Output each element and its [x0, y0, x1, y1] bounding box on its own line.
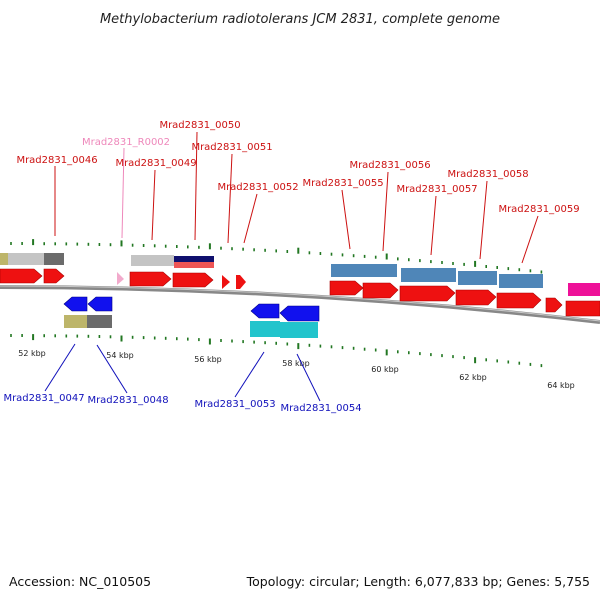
- genome-backbone: [0, 285, 600, 324]
- cog-bar-0048: [87, 315, 112, 328]
- gene-label-0052[interactable]: Mrad2831_0052: [217, 182, 298, 193]
- tick-marks-top: [10, 239, 543, 274]
- scale-label-62kbp: 62 kbp: [459, 373, 487, 382]
- scale-label-52kbp: 52 kbp: [18, 349, 46, 358]
- tick-marks-bottom: [10, 334, 543, 368]
- gene-arrow-0046[interactable]: [43, 268, 65, 284]
- genome-backbone-highlight: [0, 285, 600, 322]
- rna-arrow-R0002[interactable]: [117, 272, 124, 285]
- gene-arrow-0053[interactable]: [250, 303, 280, 319]
- gene-label-0053[interactable]: Mrad2831_0053: [194, 399, 275, 410]
- gene-arrow-0054[interactable]: [279, 305, 320, 322]
- cog-bar-0050-top: [174, 256, 214, 262]
- gene-label-0055[interactable]: Mrad2831_0055: [302, 178, 383, 189]
- cog-bar-0054: [280, 322, 318, 338]
- cog-bar-0049: [131, 255, 174, 266]
- map-title: Methylobacterium radiotolerans JCM 2831,…: [100, 12, 500, 27]
- gene-label-0047[interactable]: Mrad2831_0047: [3, 393, 84, 404]
- cog-bar-0058: [458, 271, 497, 285]
- gene-arrow-0048[interactable]: [87, 296, 113, 312]
- gene-label-0049[interactable]: Mrad2831_0049: [115, 158, 196, 169]
- gene-arrow-0050[interactable]: [172, 272, 214, 288]
- gene-arrow-0049[interactable]: [129, 271, 172, 287]
- cog-bars-forward: [0, 253, 600, 296]
- cog-bar-0047: [64, 315, 87, 328]
- gene-arrow-0059[interactable]: [496, 292, 542, 309]
- gene-arrow-0046-part[interactable]: [0, 268, 43, 284]
- leader-lines: [44, 131, 539, 402]
- gene-label-R0002[interactable]: Mrad2831_R0002: [82, 137, 170, 148]
- cog-bars-reverse: [64, 315, 318, 338]
- gene-label-0051[interactable]: Mrad2831_0051: [191, 142, 272, 153]
- gene-arrow-0052[interactable]: [236, 275, 246, 289]
- forward-genes: [0, 268, 600, 317]
- gene-arrow-0055[interactable]: [329, 280, 364, 296]
- gene-arrow-0059b[interactable]: [545, 297, 563, 313]
- gene-label-0057[interactable]: Mrad2831_0057: [396, 184, 477, 195]
- gene-label-0054[interactable]: Mrad2831_0054: [280, 403, 361, 414]
- gene-arrow-0057[interactable]: [399, 285, 456, 302]
- cog-bar-0046-end: [44, 253, 64, 265]
- gene-label-0059[interactable]: Mrad2831_0059: [498, 204, 579, 215]
- cog-bar-0050-bottom: [174, 262, 214, 268]
- gene-labels-forward: Mrad2831_0046 Mrad2831_R0002 Mrad2831_00…: [16, 120, 579, 215]
- cog-bar-0053: [250, 321, 280, 337]
- cog-bar-0046: [8, 253, 44, 265]
- gene-arrow-0056[interactable]: [362, 282, 399, 299]
- cog-bar-0060: [568, 283, 600, 296]
- gene-label-0056[interactable]: Mrad2831_0056: [349, 160, 430, 171]
- genome-summary-text: Topology: circular; Length: 6,077,833 bp…: [246, 574, 590, 589]
- gene-labels-reverse: Mrad2831_0047 Mrad2831_0048 Mrad2831_005…: [3, 393, 361, 414]
- gene-arrow-0051[interactable]: [222, 275, 230, 289]
- scale-label-58kbp: 58 kbp: [282, 359, 310, 368]
- cog-bar-0055: [331, 264, 397, 277]
- gene-label-0050[interactable]: Mrad2831_0050: [159, 120, 240, 131]
- scale-labels: 52 kbp 54 kbp 56 kbp 58 kbp 60 kbp 62 kb…: [18, 349, 575, 390]
- gene-label-0058[interactable]: Mrad2831_0058: [447, 169, 528, 180]
- scale-label-54kbp: 54 kbp: [106, 351, 134, 360]
- scale-label-56kbp: 56 kbp: [194, 355, 222, 364]
- gene-arrow-0060[interactable]: [565, 300, 600, 317]
- gene-arrow-0047[interactable]: [63, 296, 88, 312]
- scale-label-60kbp: 60 kbp: [371, 365, 399, 374]
- accession-text: Accession: NC_010505: [9, 574, 151, 589]
- cog-bar-0059: [499, 274, 543, 288]
- gene-label-0048[interactable]: Mrad2831_0048: [87, 395, 168, 406]
- cog-bar-0046-left: [0, 253, 8, 265]
- gene-arrow-0058[interactable]: [455, 289, 497, 306]
- gene-label-0046[interactable]: Mrad2831_0046: [16, 155, 97, 166]
- cog-bar-0057: [401, 268, 456, 282]
- reverse-genes: [63, 296, 320, 322]
- scale-label-64kbp: 64 kbp: [547, 381, 575, 390]
